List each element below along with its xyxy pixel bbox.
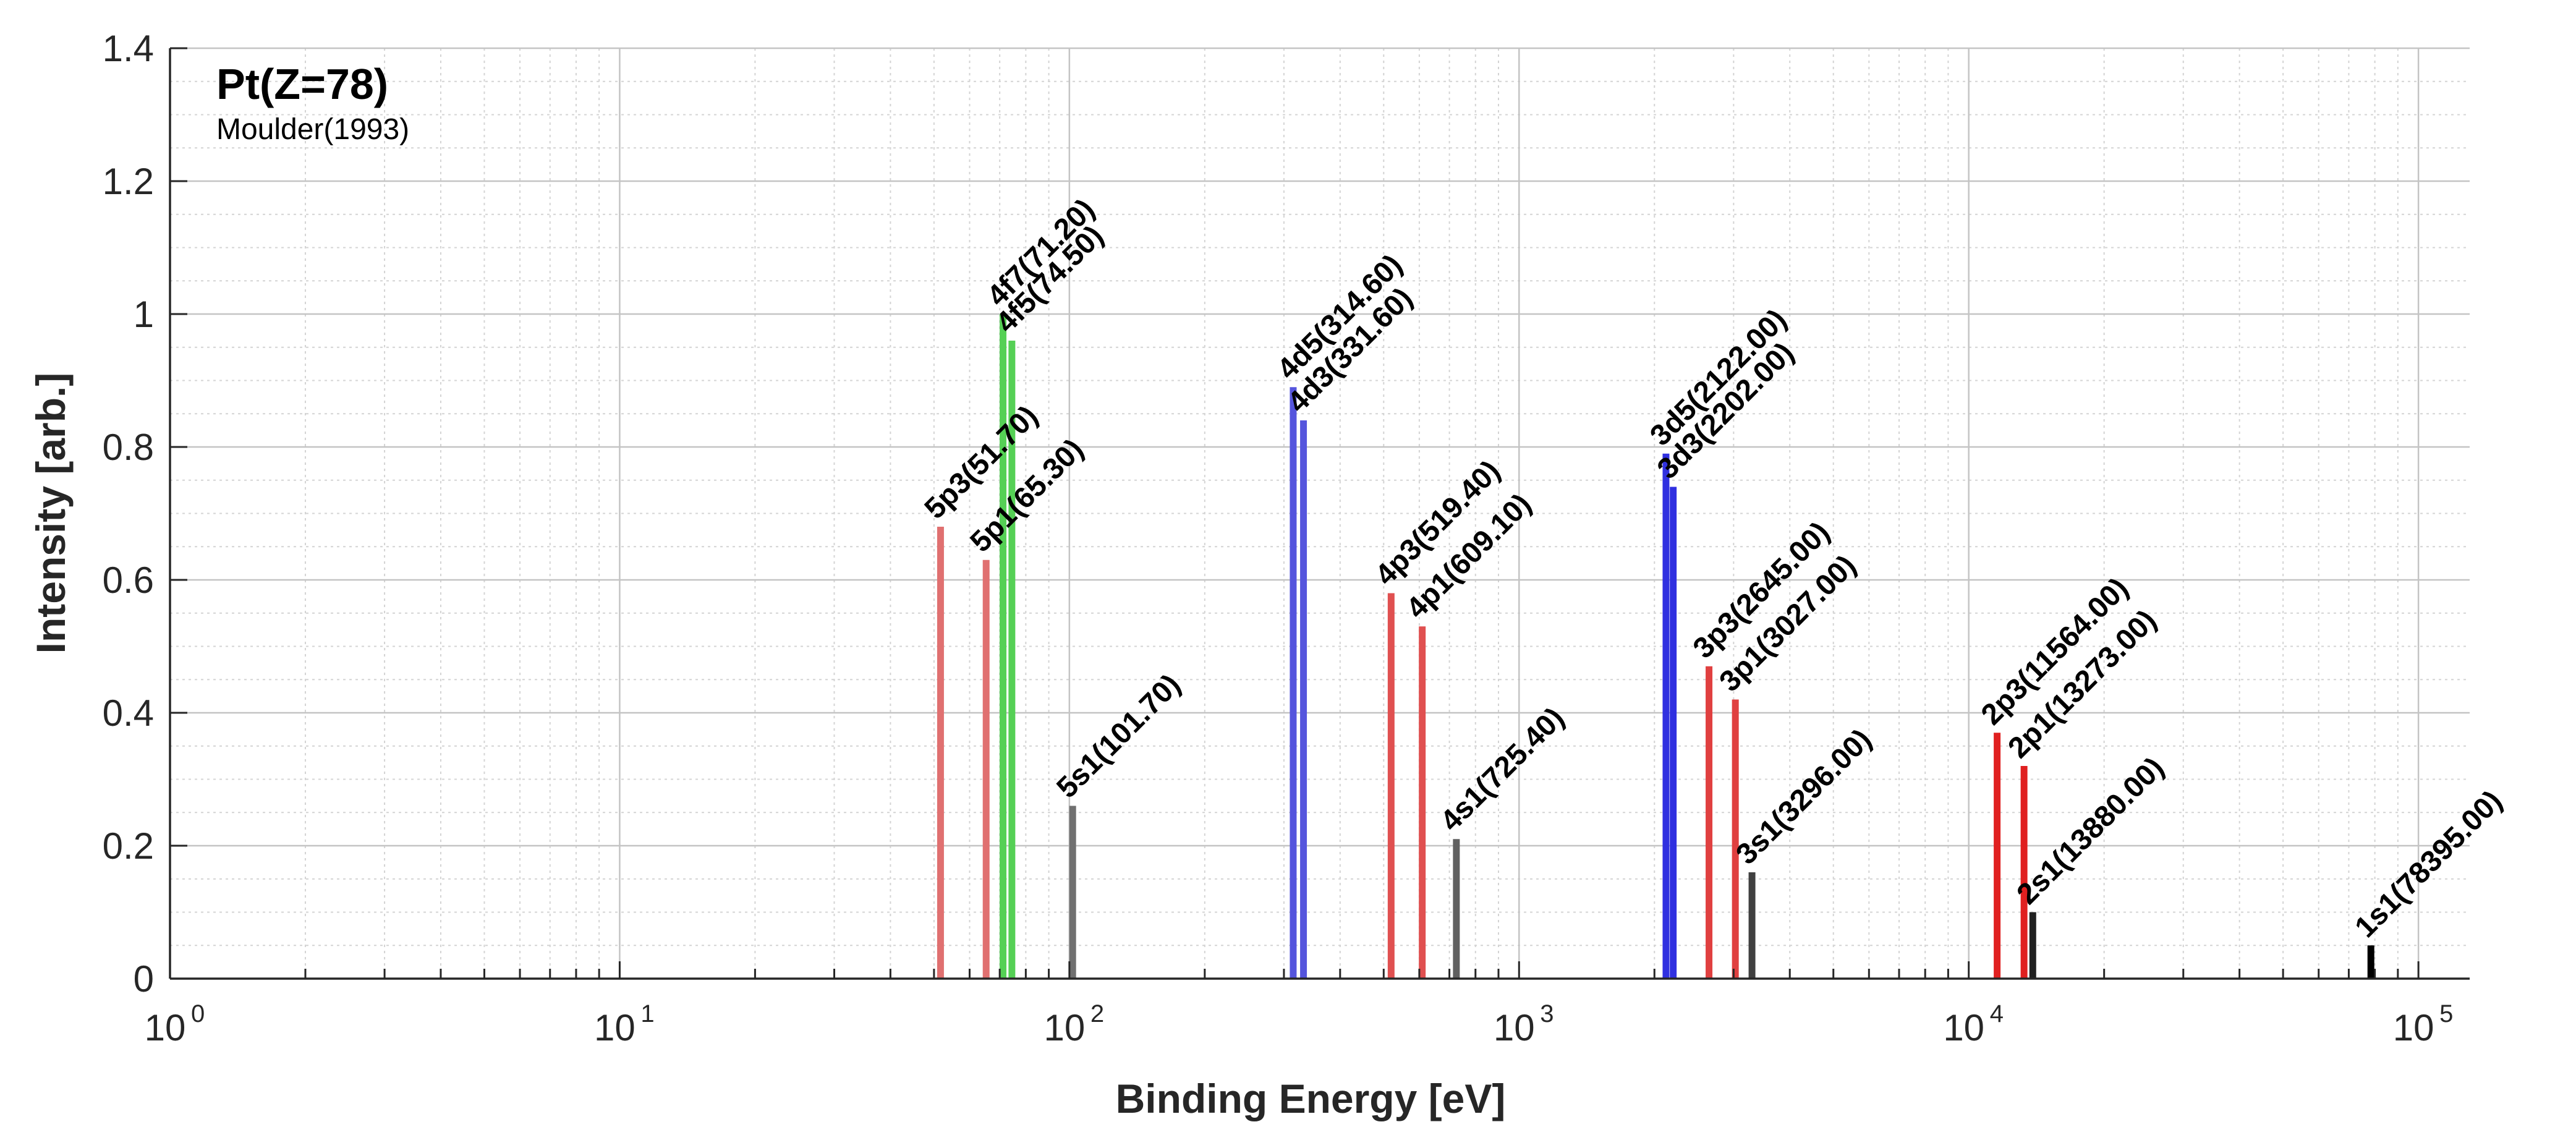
grid [169, 47, 2470, 979]
y-tick-label: 1.4 [103, 28, 154, 69]
x-tick-exponent: 4 [1990, 1000, 2004, 1027]
x-tick-label: 10 [1494, 1007, 1535, 1048]
x-tick-exponent: 5 [2439, 1000, 2453, 1027]
peak-label: 4s1(725.40) [1434, 701, 1571, 838]
x-tick-exponent: 1 [640, 1000, 654, 1027]
y-axis-title: Intensity [arb.] [28, 373, 74, 654]
x-axis-title: Binding Energy [eV] [1116, 1076, 1506, 1121]
y-tick-label: 1.2 [103, 161, 154, 202]
x-tick-label: 10 [1943, 1007, 1984, 1048]
peak-label: 1s1(78395.00) [2349, 785, 2509, 944]
x-tick-label: 10 [2393, 1007, 2434, 1048]
x-tick-label: 10 [1044, 1007, 1085, 1048]
x-tick-label: 10 [594, 1007, 635, 1048]
axes [169, 47, 2470, 980]
peak-label: 3s1(3296.00) [1730, 723, 1877, 870]
y-tick-label: 0.6 [103, 559, 154, 601]
y-tick-label: 0.8 [103, 427, 154, 468]
peak-bars [937, 314, 2374, 979]
x-tick-label: 10 [145, 1007, 186, 1048]
y-tick-label: 0 [134, 958, 154, 1000]
chart-title: Pt(Z=78) [216, 60, 388, 108]
y-tick-label: 0.4 [103, 692, 154, 734]
x-tick-exponent: 0 [191, 1000, 205, 1027]
x-tick-exponent: 3 [1540, 1000, 1554, 1027]
peak-label: 5s1(101.70) [1050, 668, 1187, 805]
peak-label: 2s1(13880.00) [2011, 751, 2170, 911]
y-tick-label: 1 [134, 294, 154, 335]
y-tick-label: 0.2 [103, 825, 154, 867]
chart-subtitle: Moulder(1993) [216, 113, 409, 146]
tick-labels: 00.20.40.60.811.21.410 0 10 1 10 2 10 3 10 4 10 5 [103, 28, 2454, 1048]
peak-labels: 5p3(51.70)5p1(65.30)4f7(71.20)4f5(74.50)… [919, 193, 2509, 944]
x-tick-exponent: 2 [1090, 1000, 1104, 1027]
